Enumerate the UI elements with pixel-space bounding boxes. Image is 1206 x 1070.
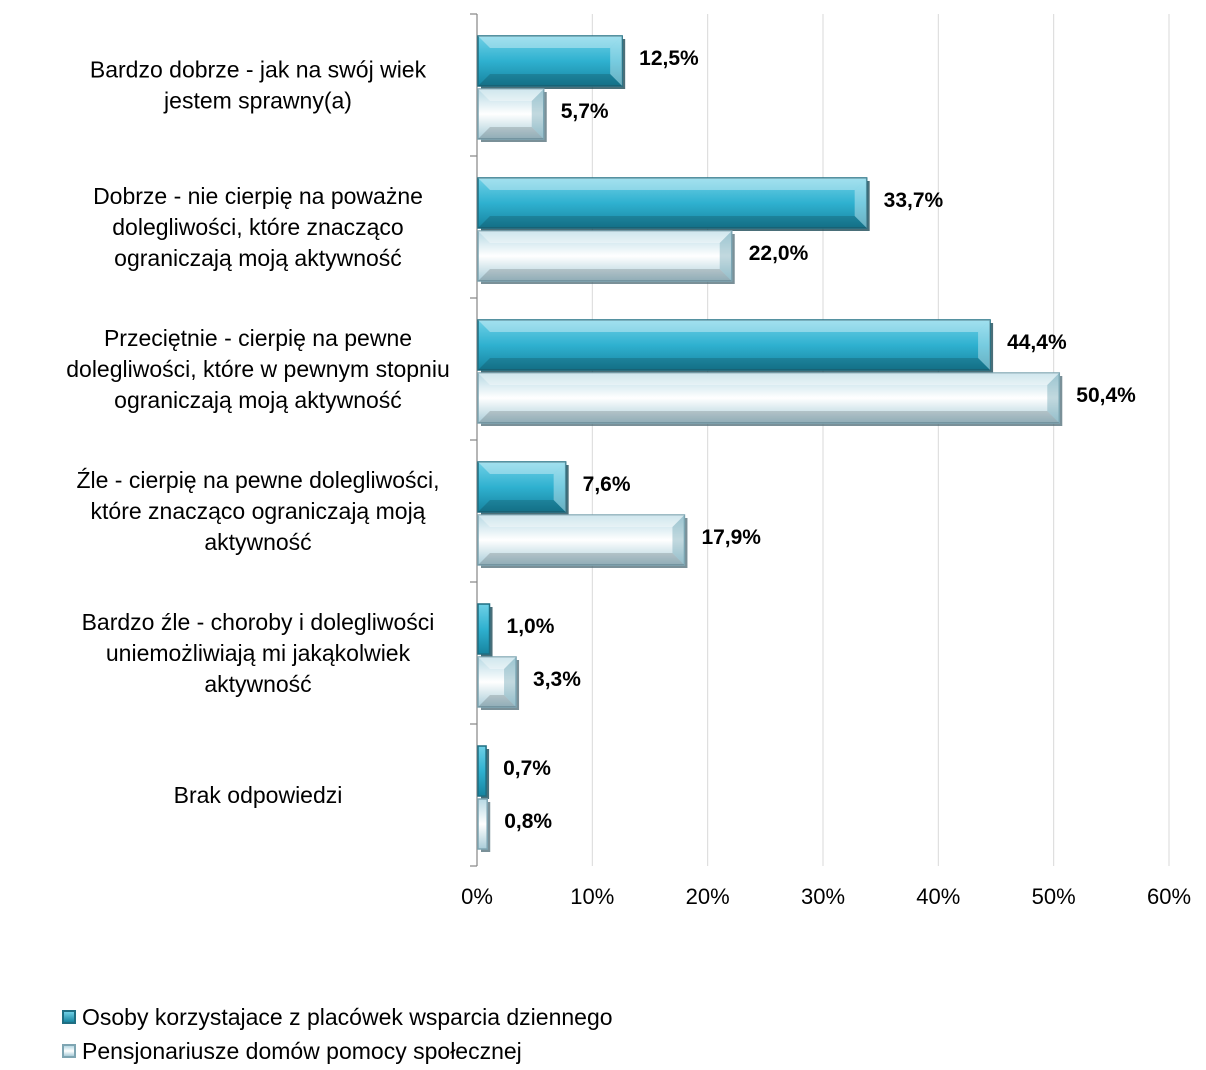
bar-dzienne-3-bevel-top <box>478 320 991 332</box>
bar-dps-2-bevel-top <box>478 231 732 243</box>
bar-dzienne-2-bevel-bottom <box>478 216 867 228</box>
bar-dzienne-2-bevel-right <box>854 178 867 228</box>
bar-dps-3-bevel-bottom <box>478 411 1060 423</box>
bar-dps-4-bevel-top <box>478 515 685 527</box>
bar-dps-2-bevel-bottom <box>478 269 732 281</box>
category-label: Bardzo dobrze - jak na swój wiek <box>90 57 427 83</box>
bar-dps-5-bevel-right <box>504 657 517 707</box>
bar-dps-2 <box>477 230 733 282</box>
category-label: które znacząco ograniczają moją <box>91 498 426 524</box>
value-axis <box>470 13 478 867</box>
data-label: 0,7% <box>503 757 551 780</box>
category-label: uniemożliwiają mi jakąkolwiek <box>106 640 411 666</box>
legend-item-series-2: Pensjonariusze domów pomocy społecznej <box>62 1034 613 1068</box>
bar-dzienne-1-bevel-top <box>478 36 623 48</box>
x-tick-label: 50% <box>1032 884 1076 909</box>
category-label: ograniczają moją aktywność <box>114 387 402 413</box>
bar-dps-3-bevel-top <box>478 373 1060 385</box>
category-label: Dobrze - nie cierpię na poważne <box>93 183 423 209</box>
bar-dzienne-2-bevel-top <box>478 178 867 190</box>
data-label: 0,8% <box>504 810 552 833</box>
bar-dzienne-3-bevel-right <box>978 320 991 370</box>
tick-labels: 0% 10% 20% 30% 40% 50% 60% <box>461 884 1191 909</box>
bar-dzienne-1-bevel-bottom <box>478 74 623 86</box>
category-label: Brak odpowiedzi <box>174 782 343 808</box>
data-label: 7,6% <box>583 473 631 496</box>
category-labels: Bardzo dobrze - jak na swój wiek jestem s… <box>66 57 450 809</box>
bar-dzienne-2 <box>477 177 868 229</box>
legend-item-series-1: Osoby korzystajace z placówek wsparcia d… <box>62 1000 613 1034</box>
x-tick-label: 30% <box>801 884 845 909</box>
bar-dzienne-1 <box>477 35 623 87</box>
bar-dps-3 <box>477 372 1061 424</box>
bar-dps-3-bevel-right <box>1047 373 1060 423</box>
category-label: Przeciętnie - cierpię na pewne <box>104 325 412 351</box>
category-label: jestem sprawny(a) <box>163 88 352 114</box>
category-label: aktywność <box>204 529 311 555</box>
category-label: Bardzo źle - choroby i dolegliwości <box>82 609 435 635</box>
bar-dzienne-6 <box>477 745 487 797</box>
bar-dzienne-4-bevel-bottom <box>478 500 566 512</box>
bar-dzienne-1-bevel-right <box>610 36 623 86</box>
bar-dzienne-3 <box>477 319 991 371</box>
bar-dps-4-bevel-bottom <box>478 553 685 565</box>
bar-dps-1-bevel-top <box>478 89 544 101</box>
bar-chart: 12,5% 33,7% 44,4% 7,6% 1,0% 0,7% 5,7% 22,0% 50,4… <box>66 13 1191 909</box>
bar-dps-1 <box>477 88 545 140</box>
bar-dzienne-5 <box>477 603 491 655</box>
bar-dps-4 <box>477 514 686 566</box>
x-tick-label: 20% <box>686 884 730 909</box>
legend-swatch-dark <box>62 1010 76 1024</box>
bar-dzienne-4-bevel-top <box>478 462 566 474</box>
bar-dzienne-4 <box>477 461 567 513</box>
bar-dzienne-3-bevel-bottom <box>478 358 991 370</box>
bars: 12,5% 33,7% 44,4% 7,6% 1,0% 0,7% 5,7% 22,0% 50,4… <box>477 35 1136 852</box>
bar-dps-5-bevel-bottom <box>478 695 517 707</box>
data-label: 50,4% <box>1076 384 1136 407</box>
x-tick-label: 0% <box>461 884 493 909</box>
category-label: aktywność <box>204 671 311 697</box>
category-label: ograniczają moją aktywność <box>114 245 402 271</box>
bar-dps-5 <box>477 656 517 708</box>
data-label: 5,7% <box>561 100 609 123</box>
data-label: 3,3% <box>533 668 581 691</box>
bar-dps-1-bevel-bottom <box>478 127 544 139</box>
category-label: Źle - cierpię na pewne dolegliwości, <box>76 467 439 493</box>
legend-label: Osoby korzystajace z placówek wsparcia d… <box>82 1003 613 1030</box>
data-label: 17,9% <box>701 526 761 549</box>
data-label: 1,0% <box>507 615 555 638</box>
bar-dps-1-bevel-right <box>531 89 544 139</box>
legend-label: Pensjonariusze domów pomocy społecznej <box>82 1037 522 1064</box>
bar-dps-2-bevel-right <box>719 231 732 281</box>
gridlines <box>591 14 1170 866</box>
x-tick-label: 10% <box>570 884 614 909</box>
category-label: dolegliwości, które znacząco <box>112 214 403 240</box>
legend: Osoby korzystajace z placówek wsparcia d… <box>62 1000 613 1068</box>
data-label: 33,7% <box>884 189 944 212</box>
legend-swatch-light <box>62 1044 76 1058</box>
x-tick-label: 60% <box>1147 884 1191 909</box>
category-label: dolegliwości, które w pewnym stopniu <box>66 356 450 382</box>
data-label: 12,5% <box>639 47 699 70</box>
bar-dps-4-bevel-right <box>672 515 685 565</box>
bar-dzienne-4-bevel-right <box>553 462 566 512</box>
data-label: 22,0% <box>749 242 809 265</box>
data-label: 44,4% <box>1007 331 1067 354</box>
x-tick-label: 40% <box>916 884 960 909</box>
bar-dps-5-bevel-top <box>478 657 517 669</box>
bar-dps-6 <box>477 798 488 850</box>
